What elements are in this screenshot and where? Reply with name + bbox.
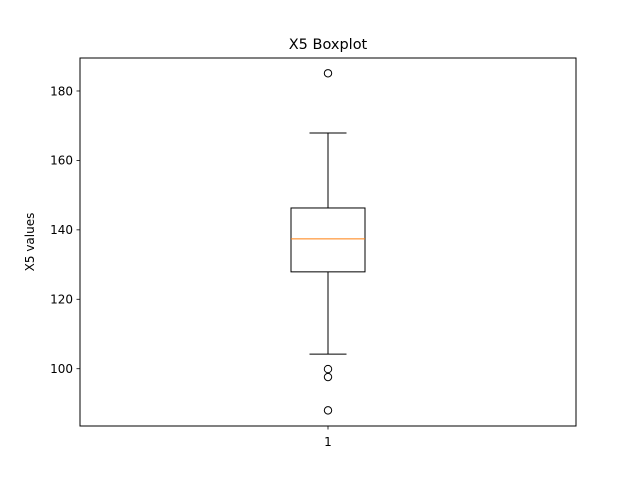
outlier-point [323,69,333,78]
outlier-point [323,364,333,374]
y-tick-label: 140 [50,223,73,237]
x-tick-label: 1 [324,435,332,449]
y-tick-label: 160 [50,154,73,168]
y-tick-label: 120 [50,293,73,307]
plot-area-frame [79,57,577,427]
chart-title: X5 Boxplot [289,37,368,53]
iqr-box [290,207,366,273]
y-axis-label: X5 values [23,213,37,272]
y-tick-label: 180 [50,84,73,98]
y-tick-label: 100 [50,362,73,376]
outlier-point [323,406,333,415]
outlier-point [323,372,333,382]
